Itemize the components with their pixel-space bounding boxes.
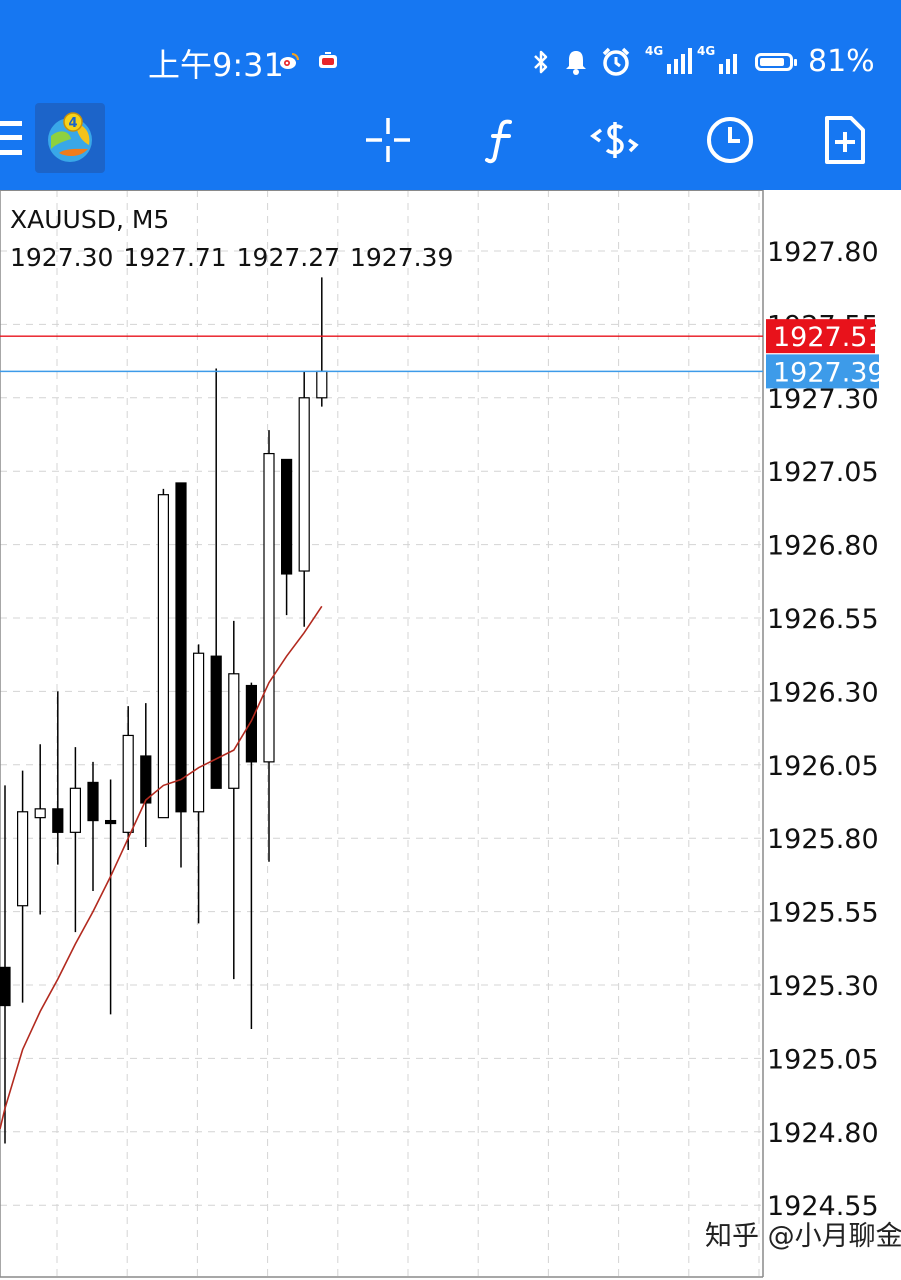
clock-timeframe-icon[interactable] [700, 110, 760, 170]
crosshair-icon[interactable] [358, 110, 418, 170]
ohlc-readout: 1927.30 1927.71 1927.27 1927.39 [10, 243, 454, 272]
price-tick-label: 1927.80 [767, 237, 879, 268]
candle-bull [34, 808, 46, 819]
svg-text:4: 4 [68, 116, 77, 131]
bluetooth-icon [531, 48, 551, 76]
price-tick-label: 1926.05 [767, 751, 879, 782]
candle-bull [122, 734, 134, 833]
weibo-icon [278, 50, 300, 72]
candle-bear [281, 458, 293, 575]
price-tick-label: 1925.55 [767, 898, 879, 929]
ask-price-label: 1927.51 [773, 322, 885, 353]
notification-app-icon [317, 50, 339, 72]
candle-bear [175, 482, 187, 813]
candle-bull [17, 811, 29, 907]
candle-bull [298, 397, 310, 572]
candle-bear [52, 808, 64, 833]
network-type-label: 4G [645, 44, 664, 58]
battery-percent: 81% [808, 44, 875, 79]
bell-icon [563, 48, 589, 76]
price-chart[interactable]: 1927.801927.551927.301927.051926.801926.… [0, 190, 901, 1280]
ask-price-label-box [766, 319, 875, 354]
candle-bear [245, 684, 257, 763]
candle-bull [69, 787, 82, 833]
watermark: 知乎 @小月聊金 [705, 1221, 901, 1252]
metatrader-logo-icon: 4 [35, 103, 105, 173]
bid-price-label: 1927.39 [773, 357, 885, 388]
price-tick-label: 1926.55 [767, 604, 879, 635]
new-order-icon[interactable] [815, 110, 875, 170]
price-tick-label: 1926.80 [767, 531, 879, 562]
price-tick-label: 1925.05 [767, 1044, 879, 1075]
candle-bull [228, 673, 240, 789]
signal-icon: 4G [697, 44, 747, 74]
chart-area[interactable]: 1927.801927.551927.301927.051926.801926.… [0, 190, 901, 1280]
price-tick-label: 1927.05 [767, 457, 879, 488]
candle-bull [193, 652, 205, 813]
menu-icon[interactable] [0, 121, 22, 155]
candle-bear [0, 966, 11, 1007]
candle-bear [104, 819, 117, 825]
network-type-label: 4G [697, 44, 716, 58]
indicator-function-icon[interactable] [472, 110, 532, 170]
candle-bull [316, 370, 328, 399]
app-top-bar: 上午9:31 4G 4G 81% 4 [0, 0, 901, 190]
price-tick-label: 1924.55 [767, 1191, 879, 1222]
moving-average-line [0, 605, 323, 1130]
candle-bull [263, 452, 275, 763]
alarm-icon [600, 46, 632, 78]
price-tick-label: 1924.80 [767, 1118, 879, 1149]
price-tick-label: 1926.30 [767, 677, 879, 708]
price-tick-label: 1925.80 [767, 824, 879, 855]
price-tick-label: 1927.30 [767, 384, 879, 415]
bid-price-label-box [766, 354, 879, 389]
battery-icon [755, 53, 797, 71]
symbol-timeframe-label: XAUUSD, M5 [10, 205, 170, 234]
candle-bear [87, 781, 99, 822]
price-tick-label: 1925.30 [767, 971, 879, 1002]
signal-icon: 4G [645, 44, 695, 74]
candle-bear [210, 655, 222, 789]
trade-dollar-icon[interactable] [585, 110, 645, 170]
status-time: 上午9:31 [148, 46, 284, 84]
candle-bear [140, 755, 152, 804]
candle-bull [157, 494, 169, 819]
